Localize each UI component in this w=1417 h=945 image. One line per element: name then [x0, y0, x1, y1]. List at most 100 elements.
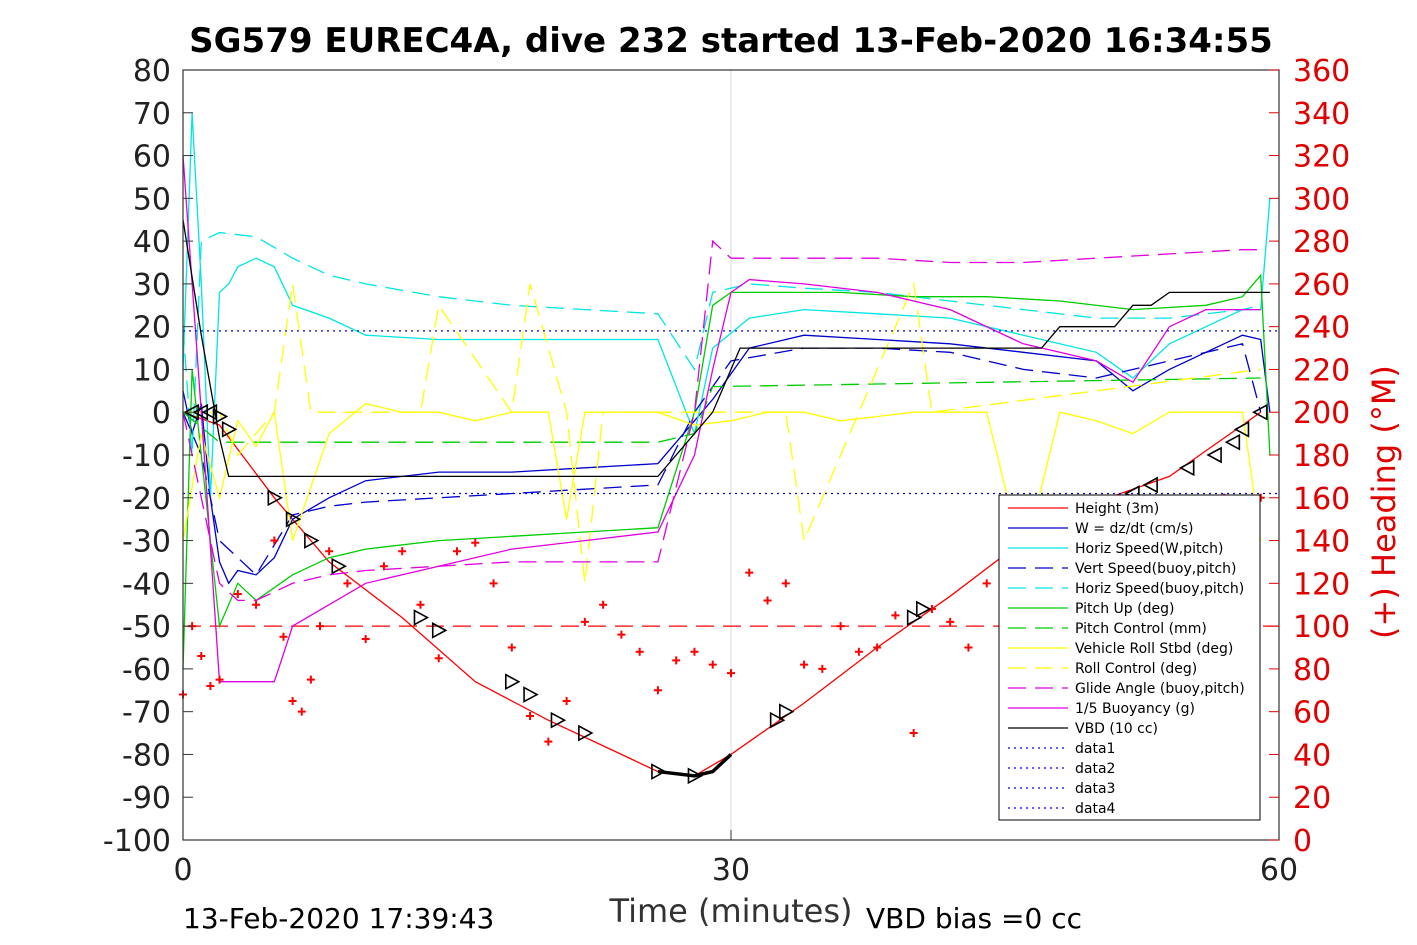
y-right-tick-label: 360 — [1293, 54, 1350, 89]
position-marker — [1233, 420, 1250, 438]
heading-point — [580, 617, 589, 626]
heading-point — [727, 669, 735, 678]
heading-point — [288, 696, 297, 705]
y-tick-label: -90 — [122, 781, 171, 816]
x-tick-label: 60 — [1260, 853, 1298, 888]
x-axis-ticks: 0 30 60 — [173, 830, 1298, 888]
y-tick-label: 0 — [152, 396, 171, 431]
x-tick-label: 30 — [712, 853, 750, 888]
position-marker — [1206, 446, 1222, 464]
y-right-tick-label: 80 — [1293, 653, 1331, 688]
y-right-tick-label: 100 — [1293, 610, 1350, 645]
heading-point — [233, 590, 242, 599]
y-tick-label: -10 — [122, 439, 171, 474]
y-right-tick-label: 200 — [1293, 396, 1350, 431]
position-marker — [1224, 433, 1241, 451]
y-tick-label: 60 — [133, 140, 171, 175]
y-tick-label: -70 — [122, 696, 171, 731]
heading-point — [781, 579, 790, 588]
heading-point — [964, 643, 973, 652]
x-tick-label: 0 — [173, 853, 192, 888]
series-line-buoy — [182, 155, 1261, 683]
legend: Height (3m) W = dz/dt (cm/s) Horiz Speed(W… — [998, 494, 1261, 821]
position-marker — [1178, 459, 1195, 477]
legend-label: W = dz/dt (cm/s) — [1075, 521, 1194, 537]
position-marker — [431, 622, 448, 639]
y-tick-label: -80 — [122, 738, 171, 773]
heading-point — [617, 630, 626, 639]
heading-point — [690, 647, 699, 656]
position-marker — [779, 703, 795, 721]
heading-point — [361, 634, 370, 643]
heading-point — [800, 660, 809, 669]
y-tick-label: 40 — [133, 225, 171, 260]
heading-point — [946, 617, 955, 626]
left-axis-ticks: 80 70 60 50 40 30 20 10 0 -10 -20 -30 -40 -50 -60 -70 -8… — [103, 54, 193, 859]
legend-label: Roll Control (deg) — [1075, 661, 1197, 677]
heading-point — [416, 600, 425, 609]
heading-point — [252, 600, 261, 609]
heading-point — [672, 656, 681, 665]
legend-label: Vert Speed(buoy,pitch) — [1075, 561, 1237, 577]
heading-point — [836, 622, 845, 631]
legend-label: data3 — [1075, 781, 1115, 797]
legend-label: VBD (10 cc) — [1075, 721, 1158, 737]
position-marker — [578, 724, 594, 742]
position-marker — [916, 600, 932, 618]
series-line-pitch_ctrl — [182, 377, 1261, 443]
position-marker — [304, 532, 320, 549]
heading-point — [270, 536, 279, 545]
footer-vbd-bias: VBD bias =0 cc — [866, 902, 1082, 935]
position-marker — [201, 403, 218, 421]
series-line-hspeed_buoy — [182, 231, 1261, 456]
legend-label: data1 — [1075, 741, 1115, 757]
apogee-segment — [657, 753, 733, 778]
position-marker — [906, 609, 923, 626]
y-tick-label: -50 — [122, 610, 171, 645]
position-marker — [651, 763, 667, 780]
position-marker — [523, 686, 539, 703]
legend-label: Horiz Speed(W,pitch) — [1075, 541, 1223, 557]
legend-label: Pitch Up (deg) — [1075, 601, 1174, 617]
series-line-vspeed_buoy — [182, 343, 1262, 576]
heading-point — [206, 682, 215, 690]
heading-point — [909, 729, 918, 738]
position-marker — [212, 408, 229, 425]
y-right-tick-label: 180 — [1293, 439, 1350, 474]
y-tick-label: 80 — [133, 54, 171, 89]
position-marker — [769, 711, 786, 729]
right-axis-label: (+) Heading (°M) — [1365, 365, 1403, 639]
heading-point — [854, 647, 863, 656]
y-right-tick-label: 280 — [1293, 225, 1350, 260]
heading-point — [818, 664, 827, 673]
y-right-tick-label: 140 — [1293, 525, 1350, 560]
heading-point — [562, 696, 571, 705]
heading-point — [982, 579, 991, 588]
legend-label: data2 — [1075, 761, 1115, 777]
legend-label: Pitch Control (mm) — [1075, 621, 1207, 637]
y-tick-label: -40 — [122, 567, 171, 602]
position-marker — [1142, 476, 1158, 494]
y-tick-label: -60 — [122, 653, 171, 688]
x-axis-label: Time (minutes) — [609, 892, 853, 930]
y-right-tick-label: 320 — [1293, 140, 1350, 175]
heading-point — [708, 660, 717, 669]
heading-point — [316, 622, 324, 631]
series-line-glide — [182, 239, 1261, 602]
heading-point — [891, 611, 900, 620]
heading-point — [453, 547, 461, 556]
y-tick-label: -30 — [122, 525, 171, 560]
heading-point — [745, 568, 754, 577]
position-marker — [1252, 403, 1268, 421]
y-right-tick-label: 240 — [1293, 311, 1350, 346]
y-tick-label: 20 — [133, 311, 171, 346]
heading-point — [306, 675, 315, 684]
position-marker — [192, 403, 209, 421]
position-marker — [221, 420, 238, 438]
y-tick-label: -100 — [103, 824, 171, 859]
heading-point — [489, 579, 498, 588]
position-marker — [505, 673, 521, 691]
position-marker — [413, 609, 430, 626]
y-right-tick-label: 340 — [1293, 97, 1350, 132]
